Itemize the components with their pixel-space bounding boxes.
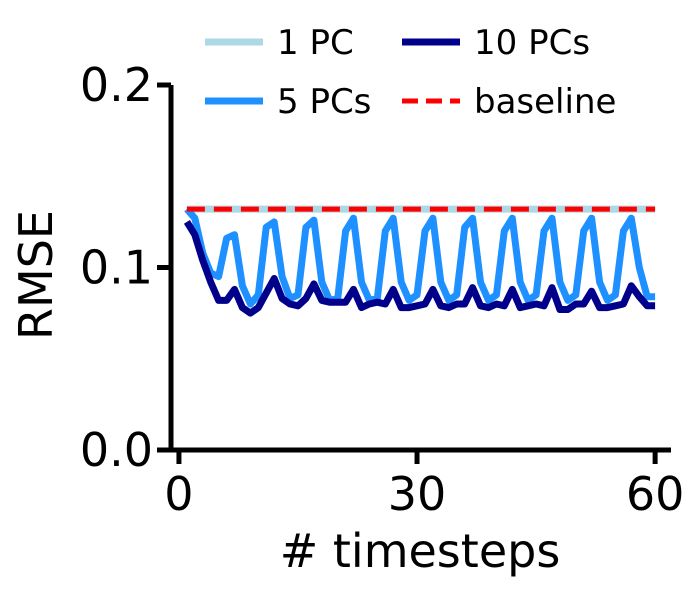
y-tick-label: 0.2 [80, 58, 153, 112]
series-line-1 [184, 206, 656, 308]
x-tick-label: 60 [626, 467, 685, 521]
legend-label-3: baseline [474, 82, 616, 122]
series-line-2 [183, 220, 656, 317]
y-tick-label: 0.1 [80, 241, 153, 295]
x-axis-title: # timesteps [280, 524, 561, 578]
legend-label-0: 1 PC [277, 23, 354, 63]
legend-label-2: 10 PCs [474, 23, 590, 63]
legend: 1 PC 5 PCs 10 PCs baseline [205, 23, 616, 122]
y-axis-title: RMSE [9, 210, 63, 340]
x-tick-label: 30 [388, 467, 447, 521]
legend-label-1: 5 PCs [277, 82, 371, 122]
series-layer [183, 205, 656, 317]
x-tick-label: 0 [164, 467, 193, 521]
ticks-layer: 0.0 0.1 0.2 0 30 60 [80, 58, 685, 521]
y-tick-label: 0.0 [80, 423, 153, 477]
